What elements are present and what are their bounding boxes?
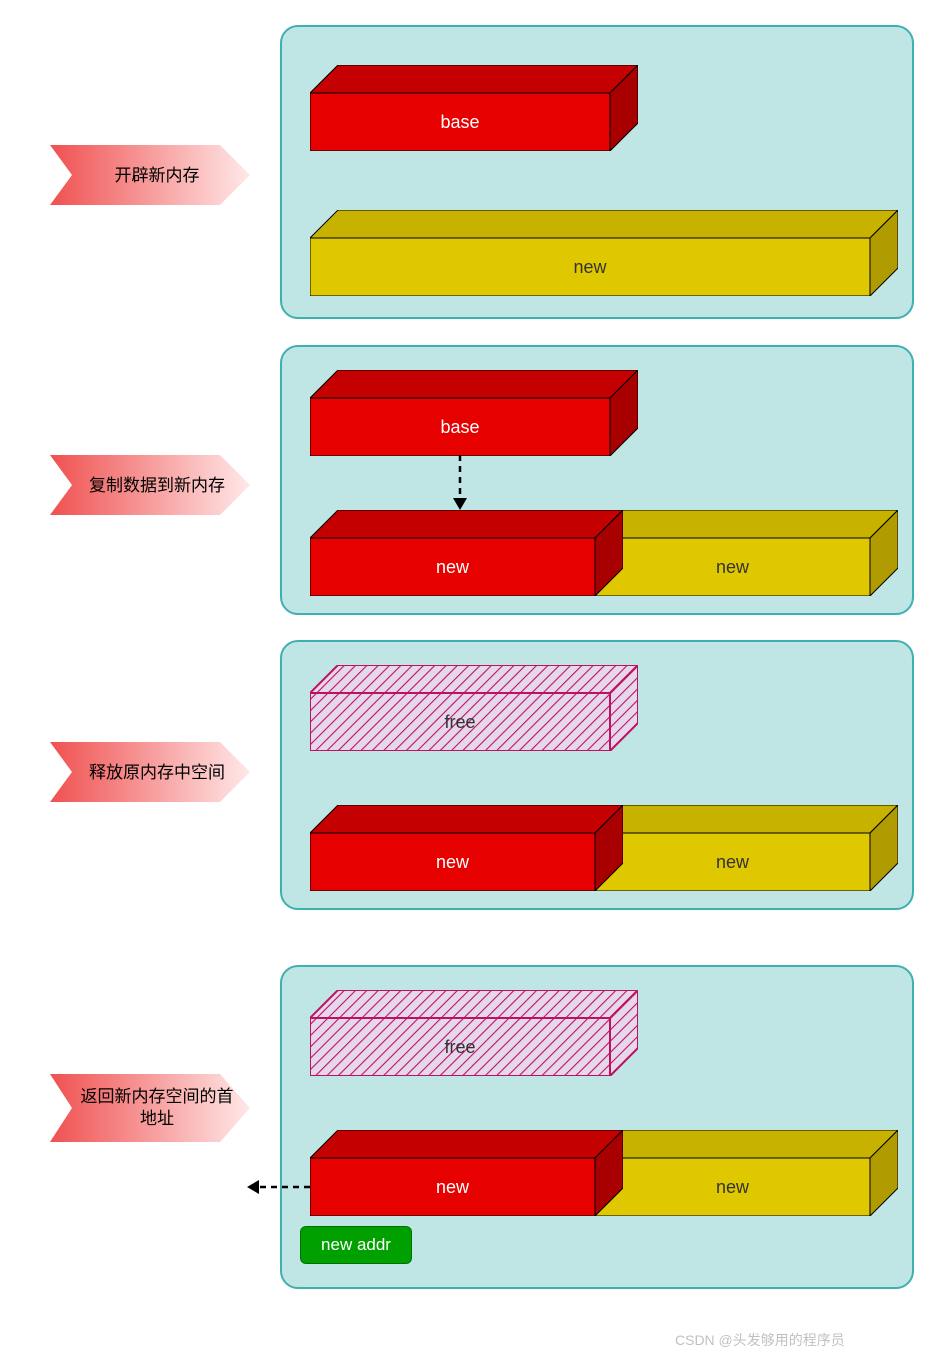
memory-block-free: free [310, 990, 638, 1076]
memory-block-new: new [310, 805, 623, 891]
memory-block-label: new [595, 538, 870, 596]
new-addr-badge: new addr [300, 1226, 412, 1264]
memory-block-new: new [310, 210, 898, 296]
memory-block-label: new [310, 833, 595, 891]
memory-block-new: new [310, 510, 623, 596]
memory-block-label: free [310, 693, 610, 751]
memory-block-label: new [310, 1158, 595, 1216]
step-arrow-label: 返回新内存空间的首地址 [50, 1086, 250, 1130]
memory-block-new: new [310, 1130, 623, 1216]
step-arrow-label: 开辟新内存 [91, 167, 210, 184]
step-arrow-label: 复制数据到新内存 [65, 477, 235, 494]
step-arrow-4: 返回新内存空间的首地址 [50, 1074, 250, 1142]
memory-block-label: new [310, 238, 870, 296]
memory-block-base: base [310, 370, 638, 456]
memory-block-free: free [310, 665, 638, 751]
step-arrow-label: 释放原内存中空间 [65, 764, 235, 781]
step-arrow-2: 复制数据到新内存 [50, 455, 250, 515]
diagram-canvas: 开辟新内存复制数据到新内存释放原内存中空间返回新内存空间的首地址 base new b… [0, 0, 933, 1353]
memory-block-label: new [595, 1158, 870, 1216]
memory-block-new: new [595, 1130, 898, 1216]
memory-block-label: base [310, 93, 610, 151]
memory-block-new: new [595, 805, 898, 891]
memory-block-label: new [595, 833, 870, 891]
step-arrow-1: 开辟新内存 [50, 145, 250, 205]
step-arrow-3: 释放原内存中空间 [50, 742, 250, 802]
memory-block-label: base [310, 398, 610, 456]
memory-block-base: base [310, 65, 638, 151]
memory-block-label: new [310, 538, 595, 596]
watermark-text: CSDN @头发够用的程序员 [675, 1330, 845, 1350]
memory-block-new: new [595, 510, 898, 596]
memory-block-label: free [310, 1018, 610, 1076]
